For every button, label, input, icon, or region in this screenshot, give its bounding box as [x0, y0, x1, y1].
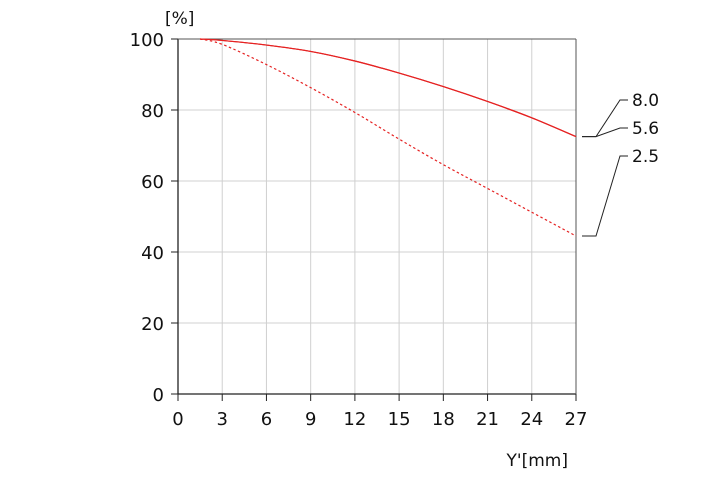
legend-leader-2-5 — [582, 155, 628, 237]
x-tick-label: 0 — [172, 409, 183, 430]
y-tick-label: 40 — [141, 243, 164, 264]
legend-label-2-5: 2.5 — [632, 147, 659, 167]
grid — [178, 39, 576, 394]
y-tick-label: 20 — [141, 314, 164, 335]
x-tick-label: 18 — [432, 409, 455, 430]
series-line-5-6 — [200, 38, 577, 138]
x-tick-label: 15 — [388, 409, 411, 430]
x-tick-label: 24 — [520, 409, 543, 430]
legend: 8.0 5.6 2.5 — [582, 91, 659, 237]
y-tick-label: 60 — [141, 172, 164, 193]
x-tick-label: 3 — [216, 409, 227, 430]
x-tick-labels: 0 3 6 9 12 15 18 21 24 27 — [172, 409, 587, 430]
x-axis-label: Y'[mm] — [506, 451, 568, 471]
x-tick-label: 27 — [565, 409, 588, 430]
legend-label-5-6: 5.6 — [632, 119, 659, 139]
y-axis-unit-label: [%] — [165, 9, 194, 29]
axes — [171, 38, 577, 401]
series-line-2-5 — [199, 38, 577, 237]
y-tick-labels: 0 20 40 60 80 100 — [130, 30, 164, 406]
y-tick-label: 80 — [141, 101, 164, 122]
y-tick-label: 0 — [153, 385, 164, 406]
x-tick-label: 9 — [305, 409, 316, 430]
x-tick-label: 21 — [476, 409, 499, 430]
x-tick-label: 6 — [261, 409, 272, 430]
legend-label-8-0: 8.0 — [632, 91, 659, 111]
legend-leader-8-0 — [582, 99, 628, 138]
x-tick-label: 12 — [343, 409, 366, 430]
series-line-8-0 — [200, 38, 577, 138]
y-tick-label: 100 — [130, 30, 164, 51]
legend-leader-5-6 — [582, 127, 628, 138]
series-lines — [199, 38, 577, 237]
